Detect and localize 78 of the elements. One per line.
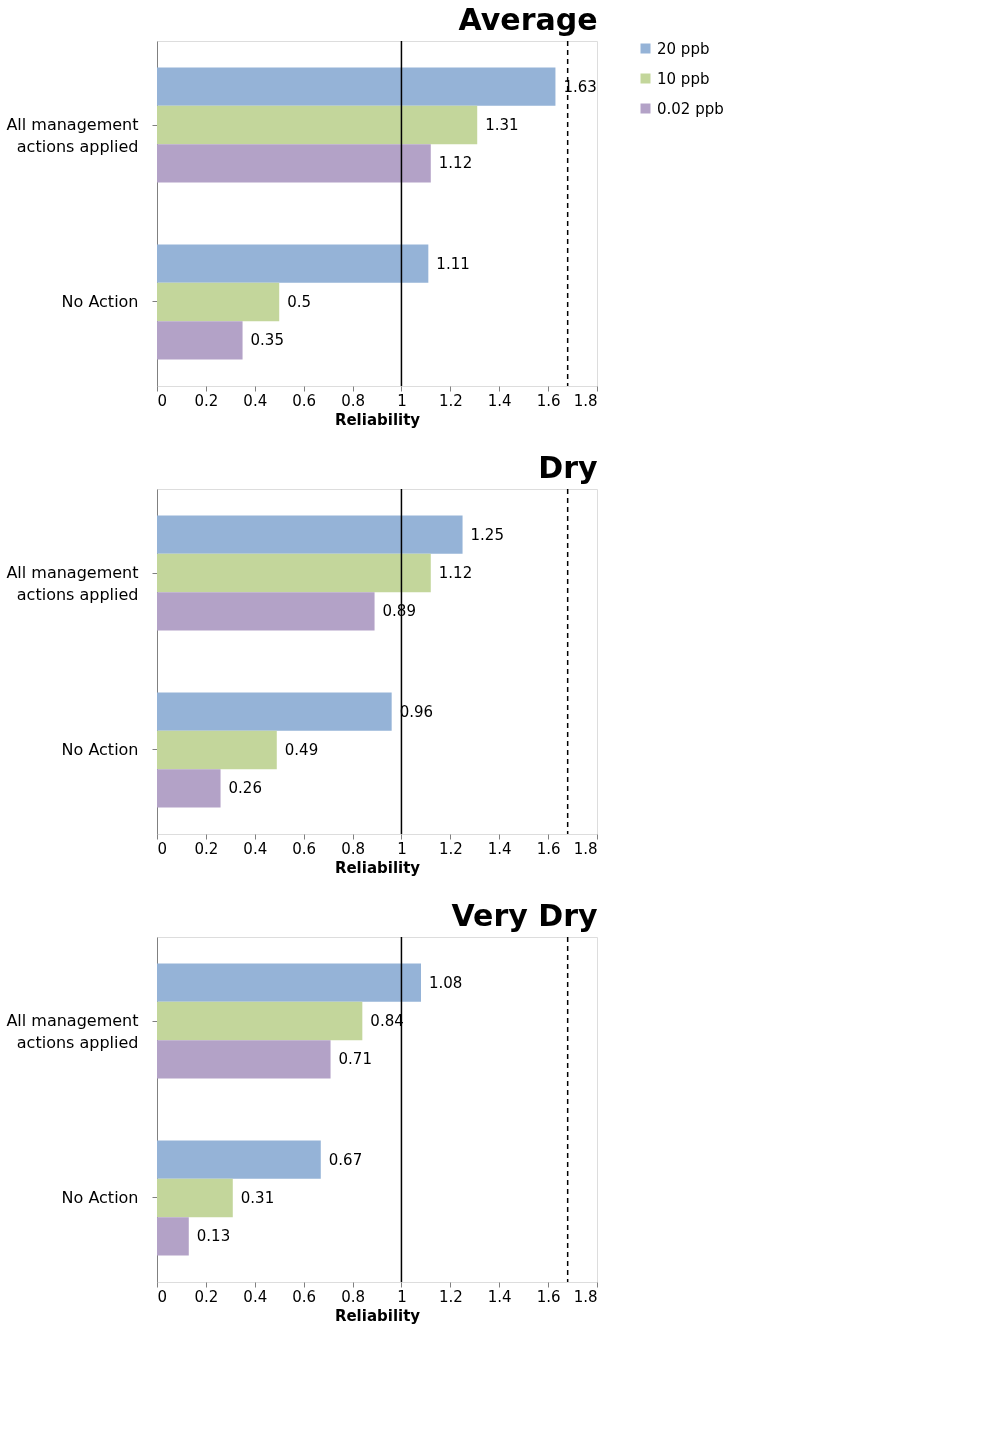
data-label: 1.08	[429, 973, 463, 992]
x-axis-title: Reliability	[334, 410, 421, 429]
bar	[157, 282, 280, 322]
x-tick-label: 0	[157, 391, 168, 410]
data-label: 1.12	[438, 154, 473, 173]
chart-title: Dry	[538, 450, 598, 486]
bar	[157, 1040, 331, 1079]
bar	[157, 1140, 321, 1179]
bar	[157, 730, 277, 770]
chart-title: Average	[458, 2, 598, 38]
data-label: 0.35	[250, 331, 284, 350]
bar	[157, 553, 431, 593]
x-tick-label: 0.6	[292, 839, 317, 858]
x-tick-label: 1.2	[438, 839, 463, 858]
x-tick-label: 0	[157, 1287, 168, 1306]
x-tick-label: 1.6	[536, 839, 561, 858]
x-tick-label: 0.2	[194, 1287, 219, 1306]
y-tick-label: No Action	[61, 739, 139, 759]
bar	[157, 1217, 189, 1256]
x-tick-label: 0.6	[292, 1287, 317, 1306]
x-tick-label: 1.4	[487, 391, 512, 410]
x-tick-label: 0.2	[194, 839, 219, 858]
legend-label: 20 ppb	[657, 39, 710, 58]
bar	[157, 1001, 363, 1041]
x-axis-title: Reliability	[334, 1306, 421, 1325]
data-label: 0.26	[228, 779, 262, 798]
y-tick-label: All management actions applied	[6, 563, 139, 605]
data-label: 1.31	[485, 116, 519, 135]
x-tick-label: 1.2	[438, 1287, 463, 1306]
bar	[157, 321, 243, 360]
x-tick-label: 0.4	[243, 391, 268, 410]
y-tick-label: No Action	[61, 1187, 139, 1207]
data-label: 1.12	[438, 564, 473, 583]
x-tick-label: 1	[397, 839, 407, 858]
y-tick-label: All management actions applied	[6, 115, 139, 157]
data-label: 1.25	[470, 525, 504, 544]
legend-label: 0.02 ppb	[657, 99, 724, 118]
x-tick-label: 1	[397, 1287, 407, 1306]
x-tick-label: 0.4	[243, 839, 268, 858]
x-tick-label: 0.6	[292, 391, 317, 410]
data-label: 0.5	[287, 292, 312, 311]
bar	[157, 692, 392, 731]
y-tick-label: No Action	[61, 291, 139, 311]
x-tick-label: 1.4	[487, 839, 512, 858]
x-tick-label: 0.8	[341, 391, 365, 410]
bar	[157, 592, 375, 631]
data-label: 0.71	[338, 1050, 372, 1069]
y-tick-label: All management actions applied	[6, 1011, 139, 1053]
bar	[157, 1178, 233, 1218]
x-tick-label: 0	[157, 839, 168, 858]
legend-label: 10 ppb	[657, 69, 710, 88]
data-label: 0.13	[196, 1227, 231, 1246]
bar	[157, 105, 478, 145]
x-tick-label: 1.6	[536, 1287, 561, 1306]
bar	[157, 963, 421, 1002]
x-tick-label: 1.6	[536, 391, 561, 410]
x-tick-label: 1.8	[573, 1287, 598, 1306]
bar	[157, 244, 429, 283]
data-label: 0.49	[284, 740, 319, 759]
bar	[157, 67, 556, 106]
chart-title: Very Dry	[451, 898, 598, 934]
x-tick-label: 0.2	[194, 391, 219, 410]
x-axis-title: Reliability	[334, 858, 421, 877]
bar	[157, 769, 221, 808]
data-label: 1.11	[436, 254, 470, 273]
x-tick-label: 0.4	[243, 1287, 268, 1306]
data-label: 1.63	[563, 77, 597, 96]
bar	[157, 515, 463, 554]
x-tick-label: 1.4	[487, 1287, 512, 1306]
x-tick-label: 1.2	[438, 391, 463, 410]
x-tick-label: 1.8	[573, 839, 598, 858]
data-label: 0.31	[240, 1188, 275, 1207]
data-label: 0.67	[328, 1150, 363, 1169]
x-tick-label: 0.8	[341, 839, 365, 858]
bar	[157, 144, 431, 183]
x-tick-label: 0.8	[341, 1287, 365, 1306]
x-tick-label: 1	[397, 391, 407, 410]
x-tick-label: 1.8	[573, 391, 598, 410]
